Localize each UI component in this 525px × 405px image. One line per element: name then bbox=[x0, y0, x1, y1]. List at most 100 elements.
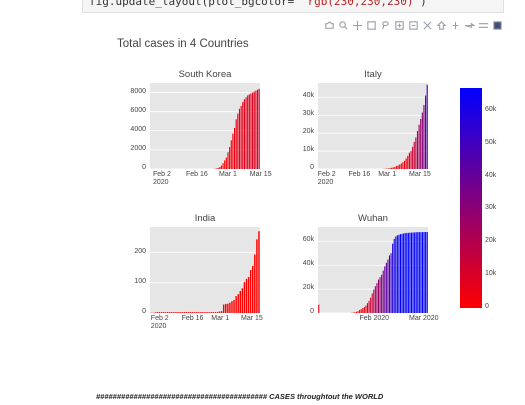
bar[interactable] bbox=[238, 108, 241, 169]
bar[interactable] bbox=[237, 113, 239, 169]
bar[interactable] bbox=[177, 312, 179, 313]
bar[interactable] bbox=[377, 279, 380, 313]
bar[interactable] bbox=[235, 119, 237, 169]
bar[interactable] bbox=[183, 312, 185, 313]
plotly-logo-icon[interactable] bbox=[492, 20, 503, 31]
bar[interactable] bbox=[368, 300, 370, 313]
bar[interactable] bbox=[200, 312, 202, 313]
bar[interactable] bbox=[256, 239, 258, 313]
bar[interactable] bbox=[418, 232, 420, 313]
bar[interactable] bbox=[193, 312, 196, 313]
bar[interactable] bbox=[409, 232, 411, 313]
bar[interactable] bbox=[394, 166, 396, 169]
bar[interactable] bbox=[392, 167, 394, 169]
bar[interactable] bbox=[407, 155, 409, 169]
bar[interactable] bbox=[423, 105, 425, 169]
bar[interactable] bbox=[156, 312, 158, 313]
bar[interactable] bbox=[425, 232, 427, 313]
bar[interactable] bbox=[387, 259, 389, 313]
plot-area[interactable] bbox=[150, 227, 260, 313]
bar[interactable] bbox=[173, 312, 175, 313]
bar[interactable] bbox=[198, 312, 200, 313]
bar[interactable] bbox=[374, 286, 376, 313]
hover-compare-icon[interactable] bbox=[478, 20, 489, 31]
bar[interactable] bbox=[423, 232, 425, 313]
bar[interactable] bbox=[395, 236, 397, 313]
bar[interactable] bbox=[164, 312, 167, 313]
bar[interactable] bbox=[399, 164, 401, 169]
autoscale-icon[interactable] bbox=[422, 20, 433, 31]
bar[interactable] bbox=[233, 127, 236, 169]
bar[interactable] bbox=[204, 312, 206, 313]
bar[interactable] bbox=[254, 254, 256, 313]
bar[interactable] bbox=[426, 232, 428, 313]
bar[interactable] bbox=[370, 297, 372, 313]
bar[interactable] bbox=[231, 301, 233, 313]
bar[interactable] bbox=[171, 312, 173, 313]
bar[interactable] bbox=[410, 232, 413, 313]
bar[interactable] bbox=[237, 294, 239, 313]
bar[interactable] bbox=[406, 232, 408, 313]
pan-icon[interactable] bbox=[352, 20, 363, 31]
bar[interactable] bbox=[413, 141, 415, 169]
bar[interactable] bbox=[252, 92, 254, 169]
bar[interactable] bbox=[379, 277, 381, 313]
bar[interactable] bbox=[202, 312, 204, 313]
bar[interactable] bbox=[225, 303, 227, 313]
bar[interactable] bbox=[224, 160, 226, 169]
bar[interactable] bbox=[390, 253, 392, 313]
bar[interactable] bbox=[189, 312, 192, 313]
bar[interactable] bbox=[365, 305, 367, 313]
bar[interactable] bbox=[227, 303, 229, 313]
bar[interactable] bbox=[354, 312, 356, 313]
bar[interactable] bbox=[402, 162, 404, 169]
bar[interactable] bbox=[359, 309, 361, 313]
bar[interactable] bbox=[240, 105, 242, 169]
bar[interactable] bbox=[388, 255, 391, 313]
bar[interactable] bbox=[208, 312, 210, 313]
bar[interactable] bbox=[222, 163, 224, 169]
bar[interactable] bbox=[426, 84, 428, 169]
spike-lines-icon[interactable] bbox=[450, 20, 461, 31]
bar[interactable] bbox=[414, 232, 416, 314]
bar[interactable] bbox=[391, 167, 393, 169]
bar[interactable] bbox=[252, 265, 254, 313]
bar[interactable] bbox=[421, 112, 423, 169]
bar[interactable] bbox=[355, 311, 358, 313]
plot-area[interactable] bbox=[150, 83, 260, 169]
bar[interactable] bbox=[222, 304, 225, 313]
bar[interactable] bbox=[373, 289, 375, 313]
bar[interactable] bbox=[191, 312, 194, 313]
bar[interactable] bbox=[245, 278, 248, 313]
bar[interactable] bbox=[253, 91, 255, 169]
bar[interactable] bbox=[425, 95, 427, 169]
bar[interactable] bbox=[403, 233, 405, 313]
bar[interactable] bbox=[249, 270, 252, 313]
bar[interactable] bbox=[357, 311, 359, 313]
bar[interactable] bbox=[256, 89, 259, 169]
zoom-icon[interactable] bbox=[338, 20, 349, 31]
bar[interactable] bbox=[360, 309, 362, 313]
bar[interactable] bbox=[243, 282, 246, 313]
bar[interactable] bbox=[227, 152, 229, 169]
bar[interactable] bbox=[417, 232, 419, 313]
lasso-icon[interactable] bbox=[380, 20, 391, 31]
bar[interactable] bbox=[219, 167, 221, 169]
bar[interactable] bbox=[160, 312, 163, 313]
bar[interactable] bbox=[404, 233, 406, 313]
bar[interactable] bbox=[371, 293, 373, 313]
bar[interactable] bbox=[384, 266, 386, 313]
bar[interactable] bbox=[412, 232, 414, 313]
bar[interactable] bbox=[210, 312, 212, 313]
bar[interactable] bbox=[245, 97, 247, 169]
bar[interactable] bbox=[416, 131, 419, 169]
bar[interactable] bbox=[181, 312, 183, 313]
bar[interactable] bbox=[362, 308, 364, 313]
bar[interactable] bbox=[418, 124, 420, 169]
bar[interactable] bbox=[220, 165, 222, 169]
bar[interactable] bbox=[179, 312, 181, 313]
bar[interactable] bbox=[318, 304, 320, 313]
bar[interactable] bbox=[382, 270, 384, 313]
zoom-out-icon[interactable] bbox=[408, 20, 419, 31]
bar[interactable] bbox=[242, 102, 244, 169]
